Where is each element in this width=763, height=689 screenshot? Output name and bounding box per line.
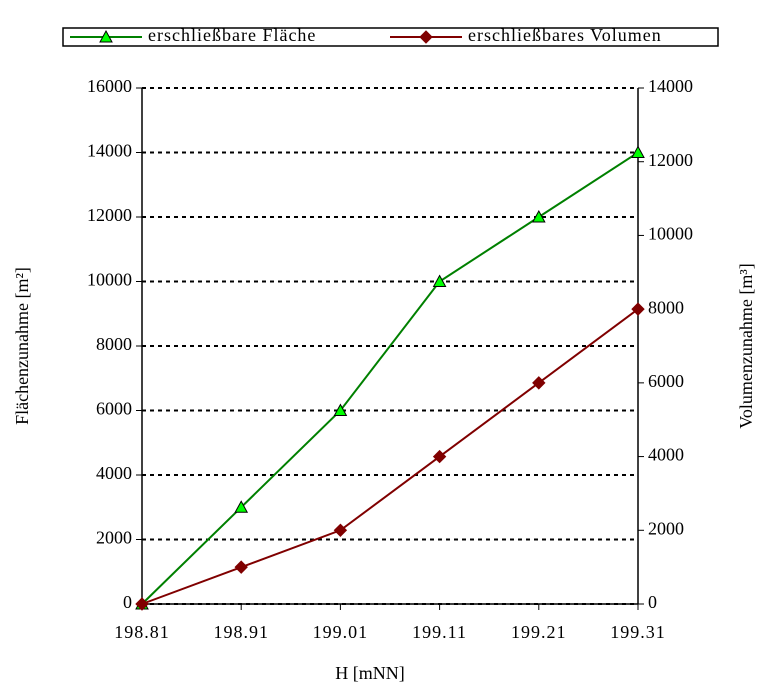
y-tick-label: 10000: [87, 270, 132, 290]
marker: [432, 449, 447, 464]
y2-tick-label: 0: [648, 592, 657, 612]
legend-label: erschließbare Fläche: [148, 25, 316, 45]
marker: [531, 209, 546, 223]
marker: [333, 403, 348, 416]
marker: [234, 560, 248, 574]
y2-tick-label: 10000: [648, 224, 693, 244]
x-tick-label: 198.81: [114, 622, 170, 642]
marker: [419, 30, 433, 44]
marker: [234, 500, 249, 513]
marker: [631, 302, 645, 316]
y-tick-label: 2000: [96, 528, 132, 548]
marker: [432, 274, 447, 287]
y-axis-label: Flächenzunahme [m²]: [12, 267, 32, 425]
series-line: [141, 151, 639, 605]
x-tick-label: 199.11: [412, 622, 467, 642]
y2-tick-label: 12000: [648, 150, 693, 170]
marker: [631, 145, 645, 158]
y-tick-label: 6000: [96, 399, 132, 419]
series-line: [141, 308, 639, 605]
y-tick-label: 0: [123, 592, 132, 612]
x-tick-label: 199.31: [610, 622, 666, 642]
y2-tick-label: 8000: [648, 297, 684, 317]
x-tick-label: 199.01: [313, 622, 369, 642]
x-tick-label: 199.21: [511, 622, 567, 642]
y2-tick-label: 6000: [648, 371, 684, 391]
x-axis-label: H [mNN]: [335, 663, 405, 683]
marker: [99, 29, 113, 43]
y-tick-label: 8000: [96, 334, 132, 354]
x-tick-label: 198.91: [213, 622, 269, 642]
y2-tick-label: 2000: [648, 518, 684, 538]
y2-tick-label: 14000: [648, 76, 693, 96]
y2-axis-label: Volumenzunahme [m³]: [736, 263, 756, 429]
y-tick-label: 4000: [96, 463, 132, 483]
marker: [135, 597, 149, 611]
marker: [333, 523, 348, 537]
legend-label: erschließbares Volumen: [468, 25, 662, 45]
y2-tick-label: 4000: [648, 445, 684, 465]
y-tick-label: 12000: [87, 205, 132, 225]
y-tick-label: 16000: [87, 76, 132, 96]
y-tick-label: 14000: [87, 141, 132, 161]
marker: [532, 376, 546, 390]
